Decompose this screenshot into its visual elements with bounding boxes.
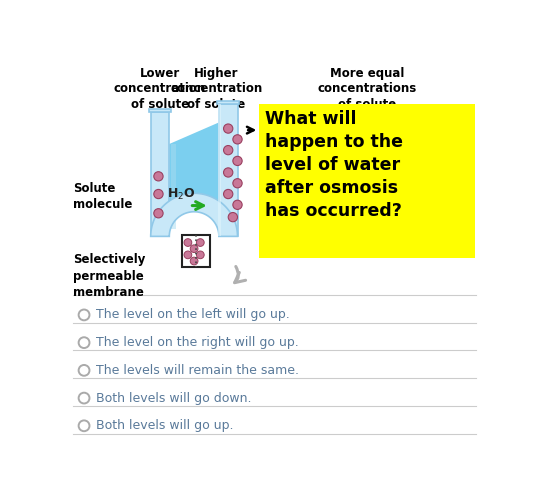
Circle shape [196,251,204,259]
Circle shape [224,124,233,133]
Polygon shape [151,112,169,237]
Text: Solute
molecule: Solute molecule [73,182,132,211]
Bar [182,235,210,267]
Text: Higher
concentration
of solute: Higher concentration of solute [170,67,263,111]
Circle shape [233,156,242,165]
Polygon shape [169,123,219,237]
Polygon shape [218,104,221,237]
Circle shape [196,239,204,247]
Polygon shape [151,193,237,237]
Circle shape [224,168,233,177]
Text: Both levels will go down.: Both levels will go down. [96,392,252,405]
Circle shape [224,146,233,155]
Text: The levels will remain the same.: The levels will remain the same. [96,364,300,377]
Circle shape [233,135,242,144]
Polygon shape [171,144,175,229]
Text: Lower
concentration
of solute: Lower concentration of solute [114,67,206,111]
Circle shape [233,179,242,188]
Text: Both levels will go up.: Both levels will go up. [96,419,234,432]
Circle shape [154,189,163,199]
Text: The level on the right will go up.: The level on the right will go up. [96,336,299,349]
Bar [259,104,475,258]
Circle shape [154,172,163,181]
Text: Selectively
permeable
membrane: Selectively permeable membrane [73,253,146,299]
Text: H$_2$O: H$_2$O [167,186,196,202]
Text: What will
happen to the
level of water
after osmosis
has occurred?: What will happen to the level of water a… [265,110,404,220]
Circle shape [190,245,198,252]
Circle shape [228,212,237,222]
Circle shape [184,251,192,259]
Polygon shape [149,109,171,112]
Circle shape [184,239,192,247]
Circle shape [224,189,233,199]
Text: More equal
concentrations
of solute: More equal concentrations of solute [317,67,416,111]
Circle shape [190,257,198,265]
Polygon shape [219,104,237,237]
Circle shape [154,208,163,218]
FancyArrowPatch shape [235,266,245,283]
Polygon shape [218,101,239,104]
Text: The level on the left will go up.: The level on the left will go up. [96,308,290,322]
Circle shape [233,200,242,209]
